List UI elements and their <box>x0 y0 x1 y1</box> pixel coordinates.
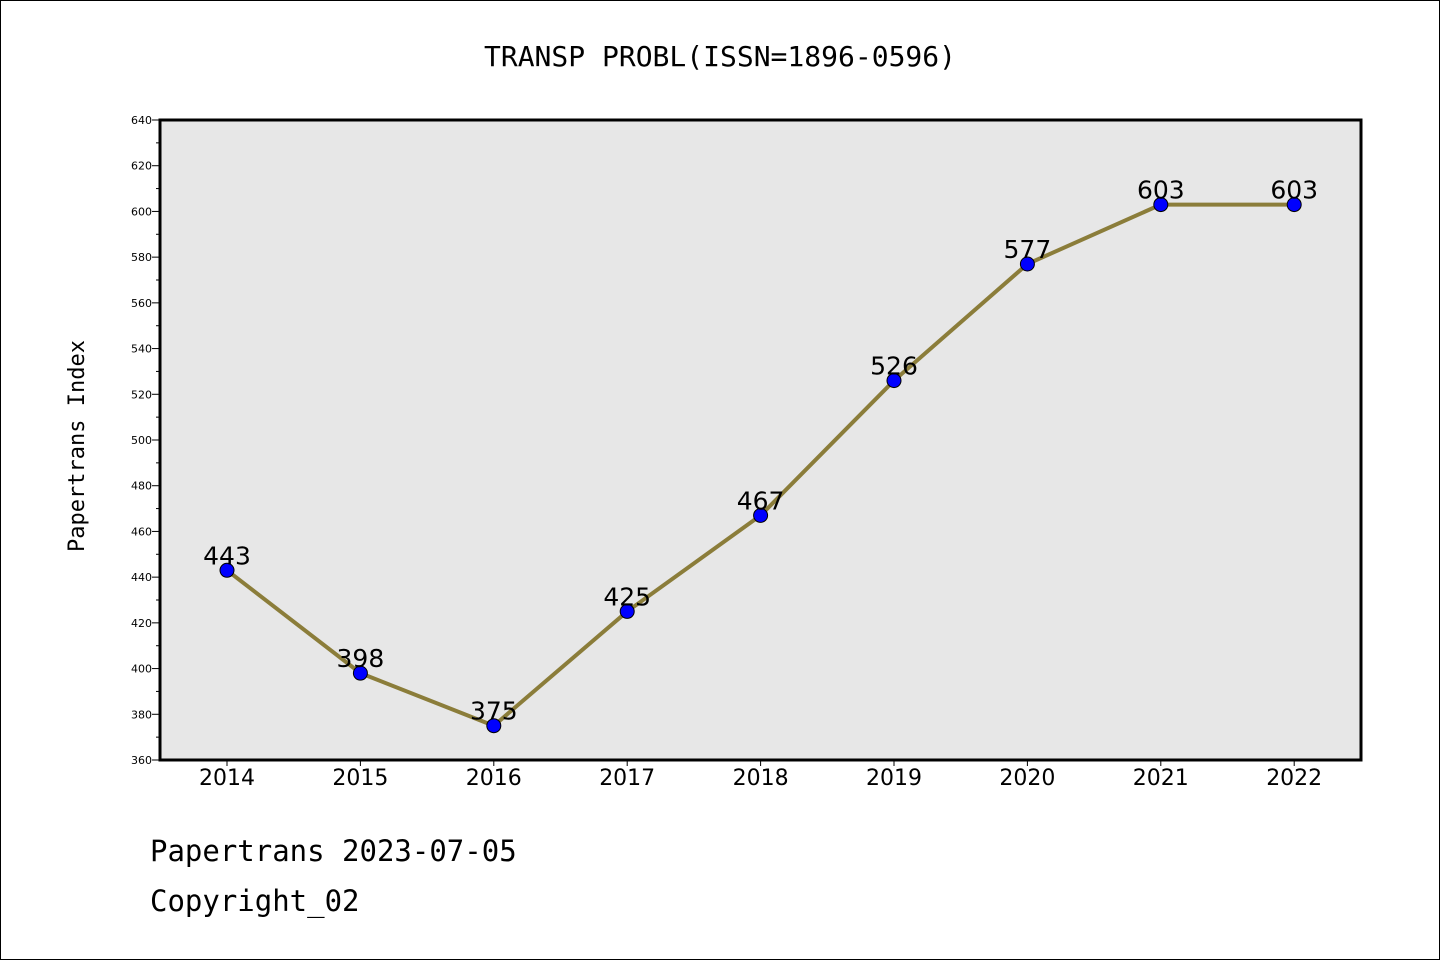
data-label: 443 <box>203 541 251 570</box>
x-tick-label: 2021 <box>1133 766 1189 791</box>
x-tick-label: 2015 <box>332 766 388 791</box>
plot-area <box>158 118 1363 762</box>
y-tick-label: 400 <box>131 663 152 676</box>
footer-copyright: Copyright_02 <box>150 884 360 918</box>
data-label: 526 <box>870 352 918 381</box>
y-tick-label: 360 <box>131 754 152 767</box>
data-point <box>352 665 368 681</box>
footer-source: Papertrans 2023-07-05 <box>150 834 517 868</box>
data-label: 375 <box>470 697 518 726</box>
data-point <box>1153 197 1169 213</box>
y-tick-label: 480 <box>131 480 152 493</box>
y-tick-label: 620 <box>131 160 152 173</box>
x-tick-label: 2019 <box>866 766 922 791</box>
y-tick-label: 500 <box>131 434 152 447</box>
data-point <box>486 718 502 734</box>
data-label: 603 <box>1137 176 1185 205</box>
data-point <box>753 507 769 523</box>
chart-title: TRANSP PROBL(ISSN=1896-0596) <box>484 40 956 73</box>
y-tick-label: 540 <box>131 343 152 356</box>
y-tick-label: 420 <box>131 617 152 630</box>
x-tick-label: 2017 <box>599 766 655 791</box>
x-tick-label: 2018 <box>733 766 789 791</box>
y-tick-label: 640 <box>131 114 152 127</box>
data-point <box>1019 256 1035 272</box>
y-tick-label: 600 <box>131 205 152 218</box>
y-axis: 360 380 400 420 440 460 480 500 520 540 560 580 600 6… <box>131 114 160 767</box>
y-tick-label: 580 <box>131 251 152 264</box>
x-tick-label: 2020 <box>999 766 1055 791</box>
y-tick-label: 560 <box>131 297 152 310</box>
data-label: 425 <box>603 582 651 611</box>
series-group: 443 398 375 425 467 526 577 603 603 <box>203 176 1318 734</box>
data-point <box>1286 197 1302 213</box>
y-axis-label: Papertrans Index <box>65 340 90 552</box>
data-label: 577 <box>1004 235 1052 264</box>
x-tick-label: 2014 <box>199 766 255 791</box>
data-point <box>886 373 902 389</box>
x-tick-label: 2016 <box>466 766 522 791</box>
data-point <box>219 562 235 578</box>
x-tick-label: 2022 <box>1266 766 1322 791</box>
data-point <box>619 603 635 619</box>
y-tick-label: 440 <box>131 571 152 584</box>
y-tick-label: 460 <box>131 525 152 538</box>
y-tick-label: 380 <box>131 708 152 721</box>
data-label: 603 <box>1270 176 1318 205</box>
x-axis: 2014 2015 2016 2017 2018 2019 2020 2021 2022 <box>199 760 1322 791</box>
data-label: 467 <box>737 486 785 515</box>
data-label: 398 <box>337 644 385 673</box>
y-tick-label: 520 <box>131 388 152 401</box>
